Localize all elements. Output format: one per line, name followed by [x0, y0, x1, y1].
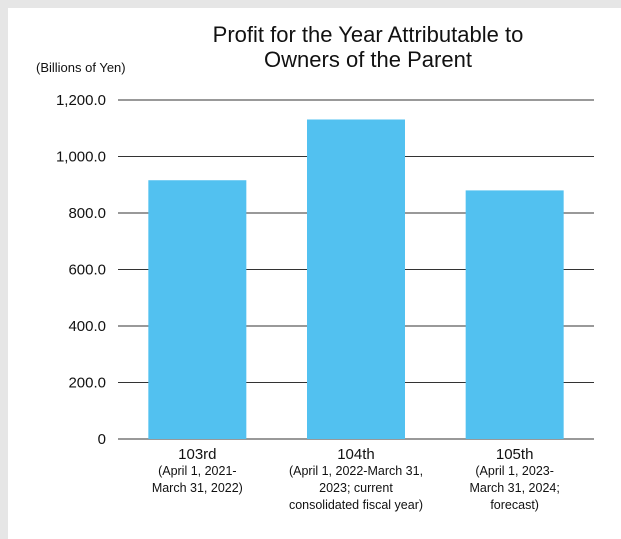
- y-unit-label: (Billions of Yen): [36, 60, 126, 75]
- x-category-subtitle-line: consolidated fiscal year): [288, 498, 424, 512]
- x-category-name: 104th: [337, 446, 375, 463]
- x-category-subtitle-line: March 31, 2022): [151, 481, 243, 495]
- x-category-subtitle-line: March 31, 2024;: [469, 481, 560, 495]
- x-category-name: 105th: [495, 446, 534, 463]
- y-tick-label: 1,000.0: [56, 149, 106, 166]
- x-category-label: 105th (April 1, 2023- March 31, 2024; forec…: [440, 446, 590, 514]
- chart-title: Profit for the Year Attributable to Owne…: [128, 22, 608, 72]
- x-category-name: 103rd: [178, 446, 217, 463]
- y-tick-label: 600.0: [68, 262, 106, 279]
- x-category-label: 104th (April 1, 2022-March 31, 2023; curre…: [281, 446, 431, 514]
- x-category-subtitle-line: 2023; current: [319, 481, 393, 495]
- y-tick-label: 200.0: [68, 375, 106, 392]
- y-tick-label: 0: [98, 431, 106, 448]
- x-category-subtitle-line: (April 1, 2023-: [475, 464, 554, 478]
- y-tick-label: 1,200.0: [56, 92, 106, 109]
- x-category-subtitle-line: (April 1, 2021-: [158, 464, 237, 478]
- bar-103rd: [148, 180, 247, 440]
- chart-title-line-2: Owners of the Parent: [264, 47, 472, 72]
- y-tick-label: 400.0: [68, 318, 106, 335]
- x-category-label: 103rd (April 1, 2021- March 31, 2022): [122, 446, 272, 497]
- y-tick-label: 800.0: [68, 205, 106, 222]
- chart-title-line-1: Profit for the Year Attributable to: [212, 22, 524, 47]
- bar-104th: [307, 119, 405, 440]
- bar-105th: [465, 190, 564, 439]
- x-category-subtitle-line: forecast): [490, 498, 539, 512]
- x-category-subtitle-line: (April 1, 2022-March 31,: [288, 464, 424, 478]
